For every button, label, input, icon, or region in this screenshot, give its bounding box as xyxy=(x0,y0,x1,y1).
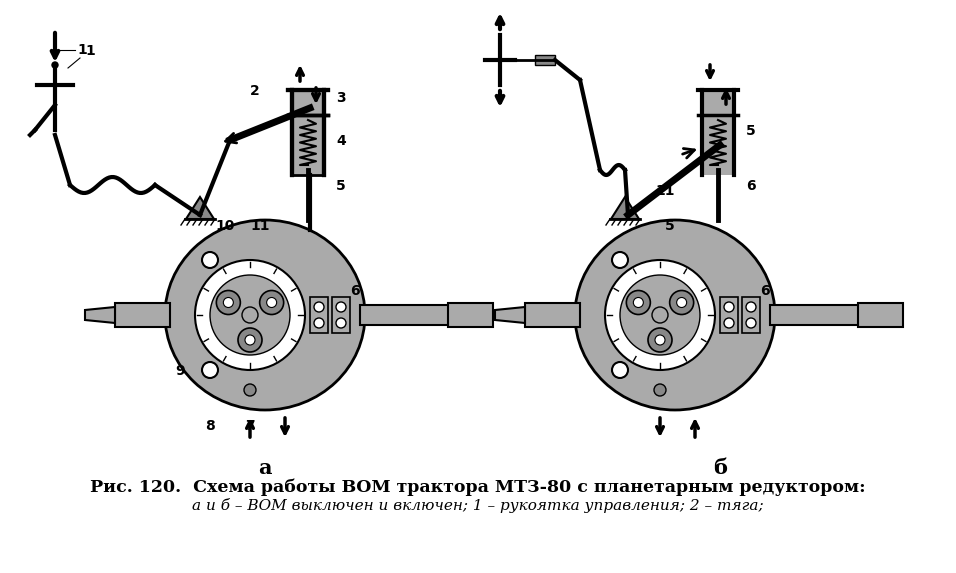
Bar xyxy=(535,55,555,65)
Circle shape xyxy=(224,297,233,308)
Circle shape xyxy=(669,291,694,315)
Polygon shape xyxy=(186,197,214,219)
Circle shape xyxy=(724,302,734,312)
Bar xyxy=(360,305,450,325)
Bar xyxy=(858,303,903,327)
Circle shape xyxy=(216,291,240,315)
Text: 11: 11 xyxy=(250,219,270,233)
Bar xyxy=(448,303,493,327)
Text: 1: 1 xyxy=(85,44,95,58)
Bar xyxy=(450,307,452,323)
Bar xyxy=(478,307,481,323)
Bar xyxy=(868,307,871,323)
Text: 1: 1 xyxy=(77,43,87,57)
Text: б: б xyxy=(713,458,727,478)
Bar xyxy=(770,305,860,325)
Circle shape xyxy=(652,307,668,323)
Circle shape xyxy=(746,318,756,328)
Bar xyxy=(876,307,879,323)
Bar xyxy=(454,307,457,323)
Text: 7: 7 xyxy=(245,419,255,433)
Text: а: а xyxy=(258,458,272,478)
Text: 3: 3 xyxy=(336,91,346,105)
Polygon shape xyxy=(611,197,639,219)
Bar xyxy=(482,307,485,323)
Circle shape xyxy=(654,384,666,396)
Circle shape xyxy=(648,328,672,352)
Circle shape xyxy=(210,275,290,355)
Circle shape xyxy=(633,297,643,308)
Bar xyxy=(525,303,580,327)
Circle shape xyxy=(336,302,346,312)
Text: 6: 6 xyxy=(760,284,770,298)
Text: 6: 6 xyxy=(746,179,755,193)
Text: 4: 4 xyxy=(336,134,346,148)
Circle shape xyxy=(746,302,756,312)
Ellipse shape xyxy=(165,220,365,410)
Bar xyxy=(115,303,170,327)
Circle shape xyxy=(244,384,256,396)
Bar xyxy=(462,307,465,323)
Circle shape xyxy=(724,318,734,328)
Circle shape xyxy=(336,318,346,328)
Circle shape xyxy=(52,62,58,68)
Circle shape xyxy=(612,252,628,268)
Bar xyxy=(458,307,461,323)
Bar xyxy=(742,297,760,333)
Bar xyxy=(720,297,738,333)
Bar xyxy=(872,307,875,323)
Circle shape xyxy=(238,328,262,352)
Text: 6: 6 xyxy=(350,284,359,298)
Circle shape xyxy=(267,297,276,308)
Text: а и б – ВОМ выключен и включен; 1 – рукоятка управления; 2 – тяга;: а и б – ВОМ выключен и включен; 1 – руко… xyxy=(192,498,764,513)
Text: 2: 2 xyxy=(250,84,260,98)
Ellipse shape xyxy=(575,220,775,410)
Polygon shape xyxy=(495,307,525,323)
Circle shape xyxy=(620,275,700,355)
Bar xyxy=(884,307,886,323)
Text: Рис. 120.  Схема работы ВОМ трактора МТЗ-80 с планетарным редуктором:: Рис. 120. Схема работы ВОМ трактора МТЗ-… xyxy=(90,478,866,496)
Bar xyxy=(892,307,895,323)
Circle shape xyxy=(260,291,284,315)
Text: 10: 10 xyxy=(215,219,234,233)
Bar xyxy=(332,297,350,333)
Polygon shape xyxy=(85,307,115,323)
Text: 5: 5 xyxy=(746,124,756,138)
Bar xyxy=(860,307,862,323)
Circle shape xyxy=(314,302,324,312)
Bar xyxy=(864,307,866,323)
Text: 5: 5 xyxy=(336,179,346,193)
Bar xyxy=(292,90,324,175)
Text: 8: 8 xyxy=(206,419,215,433)
Circle shape xyxy=(314,318,324,328)
Text: 9: 9 xyxy=(175,364,185,378)
Bar xyxy=(702,90,734,175)
Circle shape xyxy=(612,362,628,378)
Circle shape xyxy=(195,260,305,370)
Circle shape xyxy=(655,335,665,345)
Circle shape xyxy=(202,362,218,378)
Bar xyxy=(466,307,468,323)
Bar xyxy=(470,307,472,323)
Circle shape xyxy=(242,307,258,323)
Bar xyxy=(310,297,328,333)
Circle shape xyxy=(677,297,686,308)
Circle shape xyxy=(202,252,218,268)
Circle shape xyxy=(245,335,255,345)
Circle shape xyxy=(605,260,715,370)
Circle shape xyxy=(626,291,650,315)
Bar xyxy=(880,307,882,323)
Text: 11: 11 xyxy=(655,184,675,198)
Bar xyxy=(474,307,476,323)
Text: 5: 5 xyxy=(665,219,675,233)
Bar xyxy=(888,307,890,323)
